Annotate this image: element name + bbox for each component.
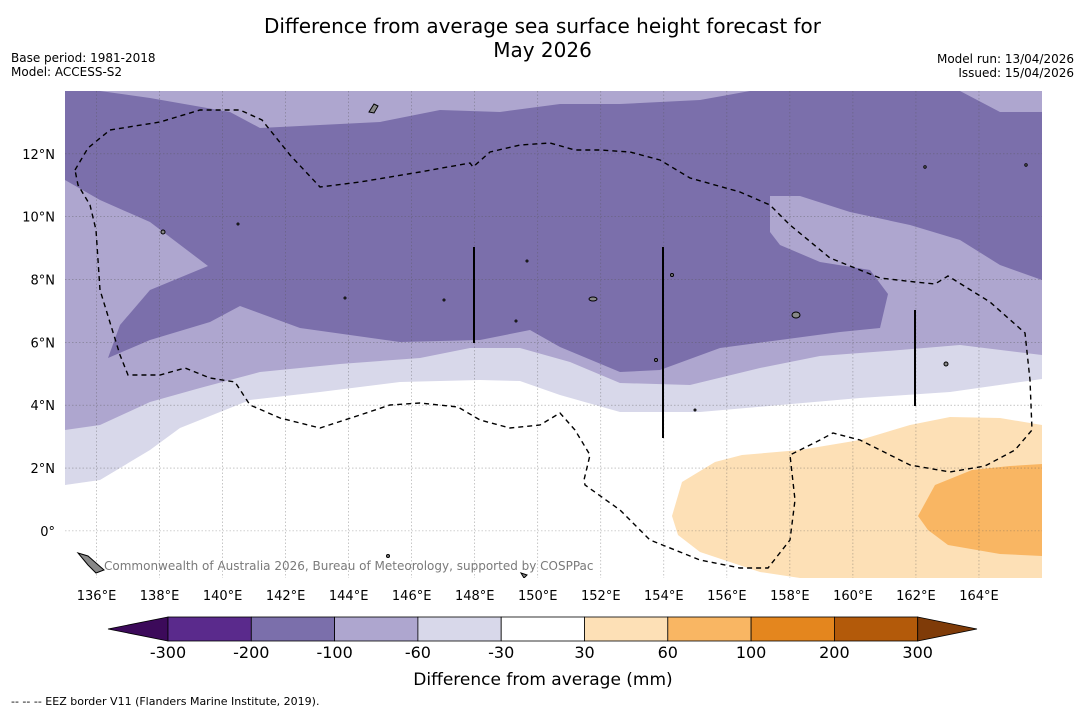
footer-note: -- -- -- EEZ border V11 (Flanders Marine… [11, 695, 320, 708]
island [236, 222, 240, 226]
model-run: Model run: 13/04/2026 [936, 52, 1074, 66]
map-area: Commonwealth of Australia 2026, Bureau o… [65, 91, 1042, 578]
region-minus200-minus100 [65, 91, 1042, 372]
island [442, 298, 446, 302]
x-tick-label: 158°E [770, 589, 810, 604]
island [923, 165, 927, 169]
colorbar-segment [250, 616, 336, 642]
island [160, 229, 166, 235]
y-tick-label: 4°N [31, 399, 56, 414]
island [343, 296, 347, 300]
meta-left: Base period: 1981-2018 Model: ACCESS-S2 [11, 51, 156, 79]
island [525, 259, 529, 263]
colorbar-tick-label: -300 [150, 643, 186, 662]
colorbar-segment [500, 616, 585, 642]
issued-date: Issued: 15/04/2026 [958, 66, 1074, 80]
colorbar-tick-label: -200 [233, 643, 269, 662]
x-tick-label: 150°E [518, 589, 558, 604]
island [943, 361, 949, 367]
data-artifact-lines [473, 247, 916, 438]
x-tick-label: 136°E [77, 589, 117, 604]
chart-title: Difference from average sea surface heig… [0, 14, 1085, 62]
chart-title-line1: Difference from average sea surface heig… [263, 14, 822, 38]
colorbar-segment [334, 616, 419, 642]
x-tick-label: 152°E [581, 589, 621, 604]
island [519, 572, 528, 578]
x-tick-label: 144°E [329, 589, 369, 604]
island [1024, 163, 1028, 167]
x-tick-label: 162°E [896, 589, 936, 604]
x-tick-label: 142°E [266, 589, 306, 604]
y-tick-label: 6°N [31, 336, 56, 351]
island [514, 319, 518, 323]
x-tick-label: 154°E [644, 589, 684, 604]
colorbar-under-arrow [107, 616, 169, 642]
islands [76, 103, 1028, 578]
x-tick-label: 138°E [140, 589, 180, 604]
eez-border [74, 109, 1033, 569]
y-tick-label: 8°N [31, 274, 56, 289]
island [791, 311, 801, 319]
colorbar-segment [667, 616, 752, 642]
colorbar-tick-label: 100 [736, 643, 767, 662]
region-60-100 [918, 464, 1042, 556]
y-tick-label: 10°N [22, 211, 55, 226]
colorbar-tick-label: 30 [574, 643, 594, 662]
y-tick-label: 0° [40, 525, 55, 540]
colorbar-segment [417, 616, 502, 642]
chart-title-line2: May 2026 [493, 38, 592, 62]
colorbar-tick-label: -60 [405, 643, 431, 662]
colorbar-segment [584, 616, 669, 642]
island [588, 296, 598, 302]
island [76, 552, 105, 574]
x-tick-label: 160°E [833, 589, 873, 604]
copyright-text: Commonwealth of Australia 2026, Bureau o… [104, 559, 594, 573]
island [386, 554, 390, 558]
y-axis: 0° 2°N 4°N 6°N 8°N 10°N 12°N [22, 148, 55, 540]
grid-lines [65, 91, 1042, 578]
x-tick-label: 140°E [203, 589, 243, 604]
model-name: Model: ACCESS-S2 [11, 65, 123, 79]
colorbar-over-arrow [917, 616, 978, 642]
colorbar-tick-label: 200 [819, 643, 850, 662]
x-tick-label: 164°E [959, 589, 999, 604]
island [693, 408, 697, 412]
colorbar-segment [750, 616, 835, 642]
island [368, 103, 379, 114]
colorbar-segment [834, 616, 919, 642]
island [670, 273, 674, 277]
y-tick-label: 2°N [31, 462, 56, 477]
colorbar-segment [167, 616, 252, 642]
x-tick-label: 148°E [455, 589, 495, 604]
meta-right: Model run: 13/04/2026 Issued: 15/04/2026 [937, 52, 1074, 80]
x-tick-label: 156°E [707, 589, 747, 604]
colorbar-label: Difference from average (mm) [413, 670, 672, 690]
x-axis: 136°E 138°E 140°E 142°E 144°E 146°E 148°E 150°E… [77, 589, 999, 604]
x-tick-label: 146°E [392, 589, 432, 604]
colorbar-tick-label: 60 [658, 643, 678, 662]
base-period: Base period: 1981-2018 [11, 51, 156, 65]
colorbar-tick-label: -100 [316, 643, 352, 662]
colorbar-tick-label: 300 [902, 643, 933, 662]
y-tick-label: 12°N [22, 148, 55, 163]
island [654, 358, 658, 362]
colorbar: Difference from average (mm) -300 -200 -10… [107, 616, 978, 690]
colorbar-tick-label: -30 [488, 643, 514, 662]
